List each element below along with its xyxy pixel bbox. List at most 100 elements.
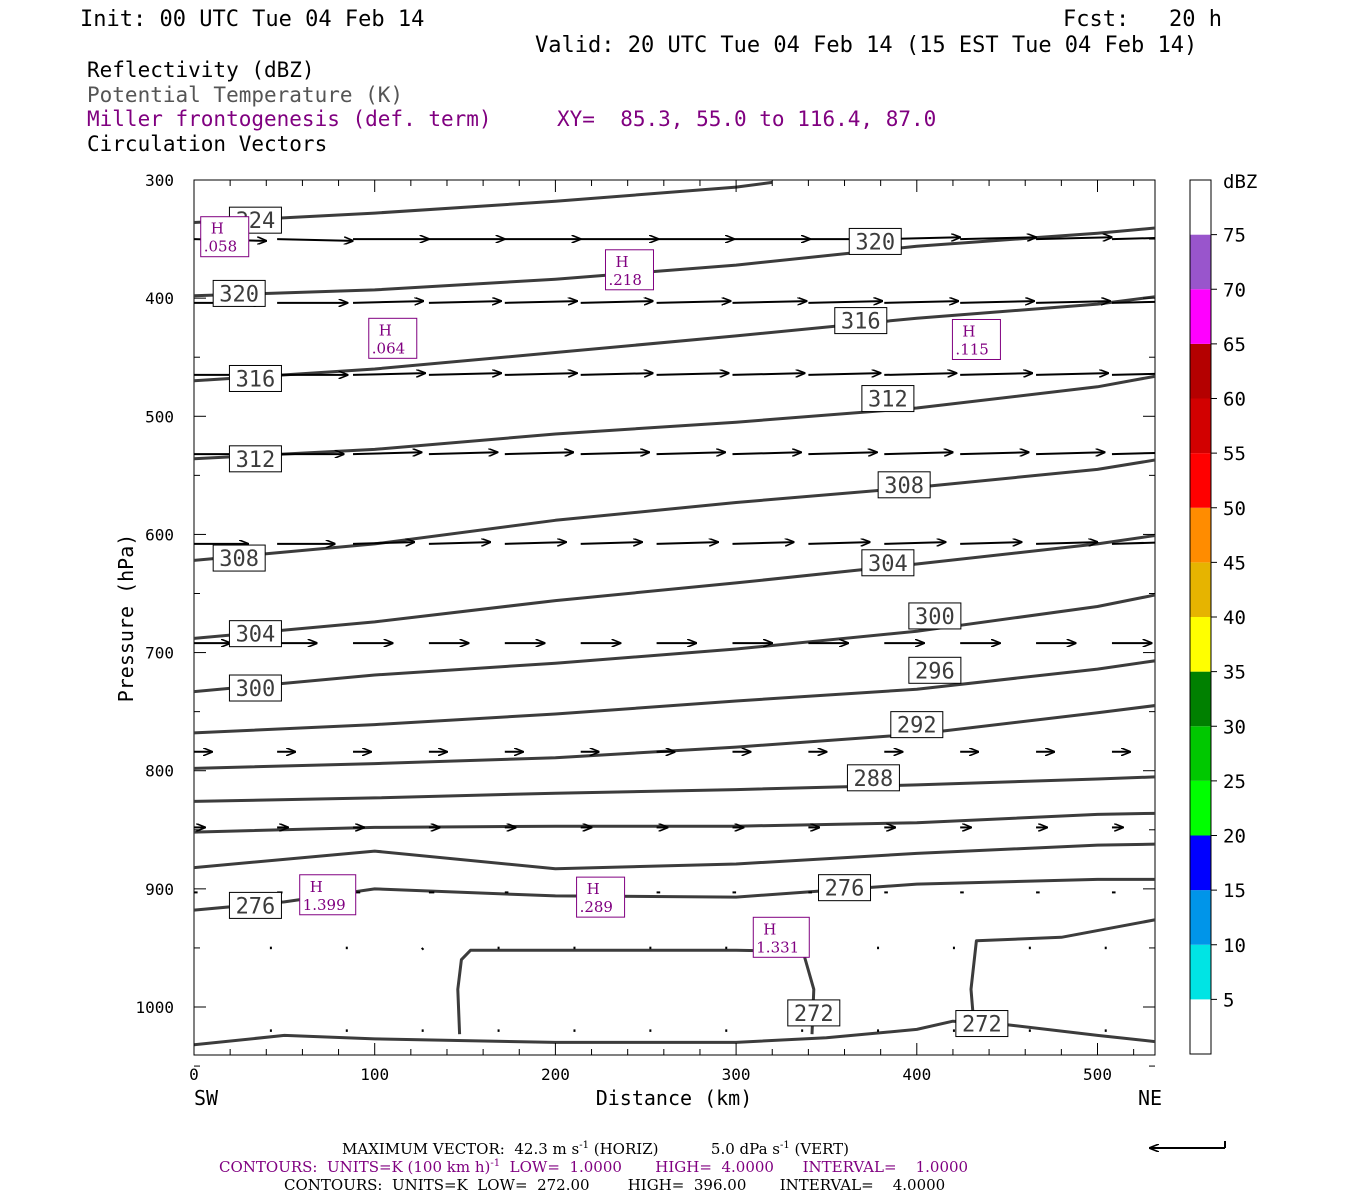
footer-max-vector: MAXIMUM VECTOR: 42.3 m s-1 (HORIZ) 5.0 d… (342, 1140, 849, 1158)
frontogenesis-max-label: H (211, 220, 224, 238)
circulation-vector (1111, 541, 1155, 545)
circulation-vector (656, 373, 729, 375)
circulation-vector (428, 542, 490, 544)
colorbar-label: 5 (1223, 989, 1234, 1011)
circulation-vector (504, 542, 566, 544)
circulation-vector (352, 452, 421, 454)
circulation-vector (732, 301, 806, 303)
theta-label-text: 304 (236, 623, 276, 648)
colorbar-label: 50 (1223, 498, 1246, 520)
frontogenesis-max-value: .289 (580, 898, 613, 916)
colorbar-label: 70 (1223, 279, 1246, 301)
colorbar-swatch (1190, 453, 1211, 508)
y-axis-title: Pressure (hPa) (114, 534, 138, 703)
colorbar-label: 60 (1223, 389, 1246, 411)
circulation-vector (1111, 372, 1155, 376)
circulation-vector (960, 452, 1028, 454)
circulation-vector (656, 452, 725, 454)
colorbar-swatch (1190, 234, 1211, 290)
circulation-vector (960, 301, 1034, 303)
theta-label-text: 288 (854, 767, 894, 792)
circulation-vector (1111, 300, 1155, 304)
colorbar-label: 20 (1223, 826, 1246, 848)
theta-label-text: 276 (825, 877, 865, 902)
frontogenesis-max: H1.399 (299, 874, 357, 916)
circulation-vector (884, 301, 958, 303)
theta-label-320: 320 (848, 227, 902, 255)
colorbar-swatch (1190, 999, 1211, 1054)
axes-layer: 300 400 500 600 700 800 900 1000 0 100 200 300 400 50… (135, 171, 1155, 1084)
theta-label-text: 272 (794, 1002, 834, 1027)
circulation-vector (732, 452, 800, 454)
theta-label-text: 316 (236, 367, 276, 392)
circulation-vector (504, 452, 573, 454)
circulation-vector (808, 542, 869, 544)
circulation-vector (352, 373, 425, 375)
frontogenesis-max-value: .064 (372, 339, 405, 357)
colorbar-swatch (1190, 671, 1211, 727)
colorbar-label: 30 (1223, 716, 1246, 738)
circulation-vector (808, 373, 880, 375)
theta-label-text: 272 (962, 1013, 1002, 1038)
colorbar-swatch (1190, 780, 1211, 836)
theta-label-text: 276 (236, 894, 276, 919)
reference-vector (1150, 1141, 1226, 1148)
theta-label-300: 300 (908, 602, 962, 630)
circulation-vector (960, 237, 1036, 239)
circulation-vector (884, 542, 945, 544)
theta-label-288: 288 (846, 764, 900, 792)
colorbar-label: 75 (1223, 225, 1246, 247)
frontogenesis-max-value: .218 (608, 271, 641, 289)
frontogenesis-max-value: .058 (204, 238, 237, 256)
theta-label-320: 320 (212, 279, 266, 307)
colorbar-label: 25 (1223, 771, 1246, 793)
field-potential-temperature: Potential Temperature (K) (87, 83, 403, 107)
theta-contour-288 (194, 775, 1155, 803)
theta-contour-292 (194, 704, 1155, 770)
colorbar: 5 10 15 20 25 30 35 40 45 50 55 60 65 70 75 dBZ (1189, 171, 1257, 1055)
colorbar-label: 55 (1223, 443, 1246, 465)
y-tick-label: 600 (145, 525, 174, 544)
valid-time: Valid: 20 UTC Tue 04 Feb 14 (15 EST Tue … (535, 33, 1197, 58)
colorbar-swatch (1190, 289, 1211, 344)
theta-contour-272 (456, 948, 816, 1035)
circulation-vector (1036, 542, 1097, 544)
colorbar-label: 15 (1223, 880, 1246, 902)
frontogenesis-max-label: H (379, 321, 392, 339)
forecast-hour: Fcst: 20 h (1063, 7, 1222, 32)
circulation-vector (428, 452, 497, 454)
frontogenesis-max-value: 1.331 (756, 938, 799, 956)
theta-label-276: 276 (818, 874, 872, 902)
colorbar-label: 65 (1223, 334, 1246, 356)
theta-label-300: 300 (228, 674, 282, 702)
theta-label-text: 312 (236, 448, 276, 473)
circulation-vector (884, 452, 952, 454)
field-frontogenesis: Miller frontogenesis (def. term) (87, 107, 492, 131)
theta-label-296: 296 (908, 656, 962, 684)
circulation-vector (580, 542, 642, 544)
footer-theta-contours: CONTOURS: UNITS=K LOW= 272.00 HIGH= 396.… (284, 1176, 945, 1194)
theta-label-316: 316 (834, 307, 888, 335)
circulation-vector (1036, 452, 1104, 454)
circulation-vector (884, 373, 956, 375)
circulation-vector (1111, 237, 1155, 241)
circulation-vector (580, 452, 649, 454)
colorbar-label: 45 (1223, 552, 1246, 574)
frontogenesis-max: H.115 (951, 318, 1001, 360)
theta-label-text: 312 (868, 388, 908, 413)
frontogenesis-max-label: H (615, 253, 628, 271)
x-tick-label: 200 (541, 1065, 570, 1084)
circulation-vector (428, 373, 501, 375)
x-tick-label: 300 (722, 1065, 751, 1084)
frontogenesis-max: H.218 (604, 249, 654, 291)
theta-label-272: 272 (787, 999, 841, 1027)
theta-label-292: 292 (890, 711, 944, 739)
frontogenesis-max-label: H (587, 880, 600, 898)
colorbar-swatch (1190, 944, 1211, 1000)
theta-label-text: 316 (841, 310, 881, 335)
theta-contour-268 (194, 1019, 1155, 1047)
theta-contour-300 (194, 593, 1155, 694)
y-tick-label: 700 (145, 644, 174, 663)
